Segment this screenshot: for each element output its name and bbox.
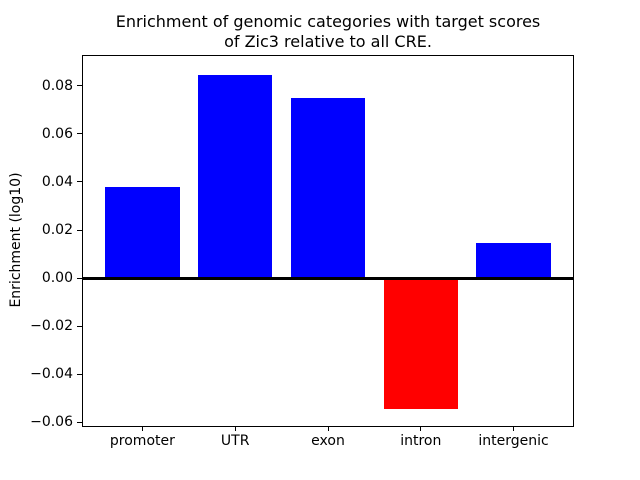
y-axis-label: Enrichment (log10) — [8, 172, 24, 308]
bar-exon — [290, 97, 366, 279]
zero-line — [83, 276, 573, 280]
x-tick-label: intergenic — [478, 433, 549, 449]
y-tick-label: 0.08 — [41, 77, 73, 94]
x-tick-label: UTR — [220, 433, 250, 449]
x-tick-mark — [327, 426, 329, 431]
chart-title: Enrichment of genomic categories with ta… — [115, 12, 541, 51]
y-tick-mark — [77, 277, 82, 279]
y-tick-mark — [77, 421, 82, 423]
x-tick-mark — [513, 426, 515, 431]
y-tick-mark — [77, 85, 82, 87]
x-tick-mark — [141, 426, 143, 431]
y-tick-label: −0.02 — [30, 318, 73, 335]
y-tick-mark — [77, 373, 82, 375]
bar-intron — [383, 278, 458, 410]
x-tick-label: intron — [400, 433, 442, 449]
y-tick-label: 0.04 — [41, 173, 73, 190]
y-tick-label: −0.06 — [30, 414, 73, 431]
bar-promoter — [105, 186, 180, 279]
x-tick-mark — [420, 426, 422, 431]
y-tick-label: 0.06 — [41, 125, 73, 142]
y-tick-mark — [77, 181, 82, 183]
y-tick-label: 0.00 — [41, 270, 73, 287]
y-tick-mark — [77, 229, 82, 231]
y-tick-mark — [77, 325, 82, 327]
x-tick-label: exon — [311, 433, 345, 449]
x-tick-mark — [234, 426, 236, 431]
y-tick-label: 0.02 — [41, 222, 73, 239]
y-tick-label: −0.04 — [30, 366, 73, 383]
plot-area: 0.08 0.06 0.04 0.02 0.00 −0.02 −0.04 −0.06 promo… — [30, 55, 574, 448]
y-tick-mark — [77, 133, 82, 135]
x-tick-label: promoter — [109, 433, 175, 449]
bar-UTR — [198, 74, 273, 279]
bar-intergenic — [476, 243, 551, 279]
